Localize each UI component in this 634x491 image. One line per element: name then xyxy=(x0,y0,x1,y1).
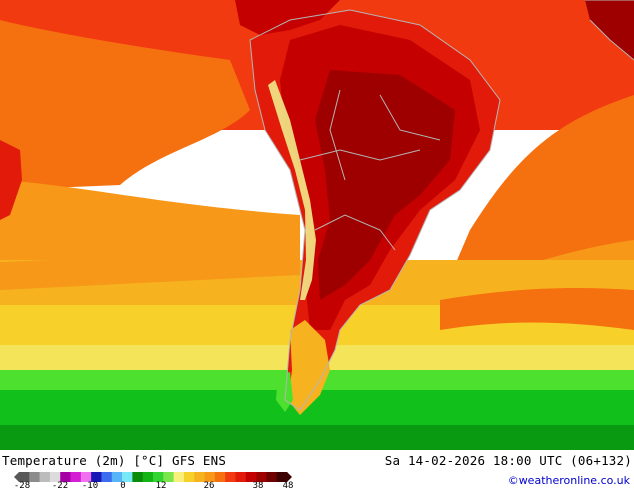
andes-cool-strip xyxy=(268,80,316,300)
band-orange-east xyxy=(440,95,634,300)
temperature-map xyxy=(0,0,634,450)
credit-link[interactable]: ©weatheronline.co.uk xyxy=(507,474,630,487)
patagonia-cool xyxy=(288,320,330,415)
scale-segment xyxy=(204,472,216,482)
coastlines xyxy=(249,0,634,411)
pacific-island-hot xyxy=(0,140,22,220)
scale-segment xyxy=(235,472,247,482)
scale-segment xyxy=(39,472,51,482)
scale-segment xyxy=(194,472,205,482)
scale-segment xyxy=(173,472,185,482)
scale-segment xyxy=(111,472,123,482)
band-orange-light xyxy=(0,180,300,265)
band-amber-west-tongue xyxy=(0,250,300,290)
scale-segment xyxy=(245,472,257,482)
map-footer: Temperature (2m) [°C] GFS ENS Sa 14-02-2… xyxy=(0,450,634,490)
scale-segment xyxy=(214,472,226,482)
legend-tick: -22 xyxy=(51,481,69,491)
scale-segment xyxy=(60,472,71,482)
band-green-dark xyxy=(0,425,634,450)
legend-tick: 12 xyxy=(155,481,167,491)
band-east-orange-wave xyxy=(440,288,634,330)
scale-segment xyxy=(29,472,40,482)
scale-arrow-low xyxy=(14,472,19,482)
scale-segment xyxy=(132,472,143,482)
scale-segment xyxy=(163,472,174,482)
legend-tick: 38 xyxy=(252,481,264,491)
scale-segment xyxy=(49,472,61,482)
legend-tick: 0 xyxy=(120,481,126,491)
land-hot-core xyxy=(315,70,455,300)
color-scale-bar xyxy=(14,472,292,482)
legend-tick: 26 xyxy=(203,481,215,491)
scale-segment xyxy=(80,472,92,482)
scale-arrow-high xyxy=(287,472,292,482)
legend-tick: 48 xyxy=(282,481,294,491)
legend-tick: -28 xyxy=(13,481,31,491)
scale-segment xyxy=(276,472,288,482)
scale-segment xyxy=(142,472,154,482)
scale-segment xyxy=(266,472,277,482)
scale-segment xyxy=(70,472,82,482)
scale-segment xyxy=(101,472,113,482)
scale-segment xyxy=(153,472,164,482)
scale-segment xyxy=(122,472,133,482)
scale-segment xyxy=(225,472,236,482)
valid-time: Sa 14-02-2026 18:00 UTC (06+132) xyxy=(384,453,632,468)
caribbean-land xyxy=(235,0,340,35)
africa-edge xyxy=(585,0,634,60)
scale-segment xyxy=(91,472,102,482)
map-title: Temperature (2m) [°C] GFS ENS xyxy=(2,453,227,468)
scale-segment xyxy=(19,472,30,482)
scale-segment xyxy=(183,472,195,482)
legend-tick: -10 xyxy=(81,481,99,491)
scale-segment xyxy=(256,472,267,482)
band-orange xyxy=(0,20,250,190)
